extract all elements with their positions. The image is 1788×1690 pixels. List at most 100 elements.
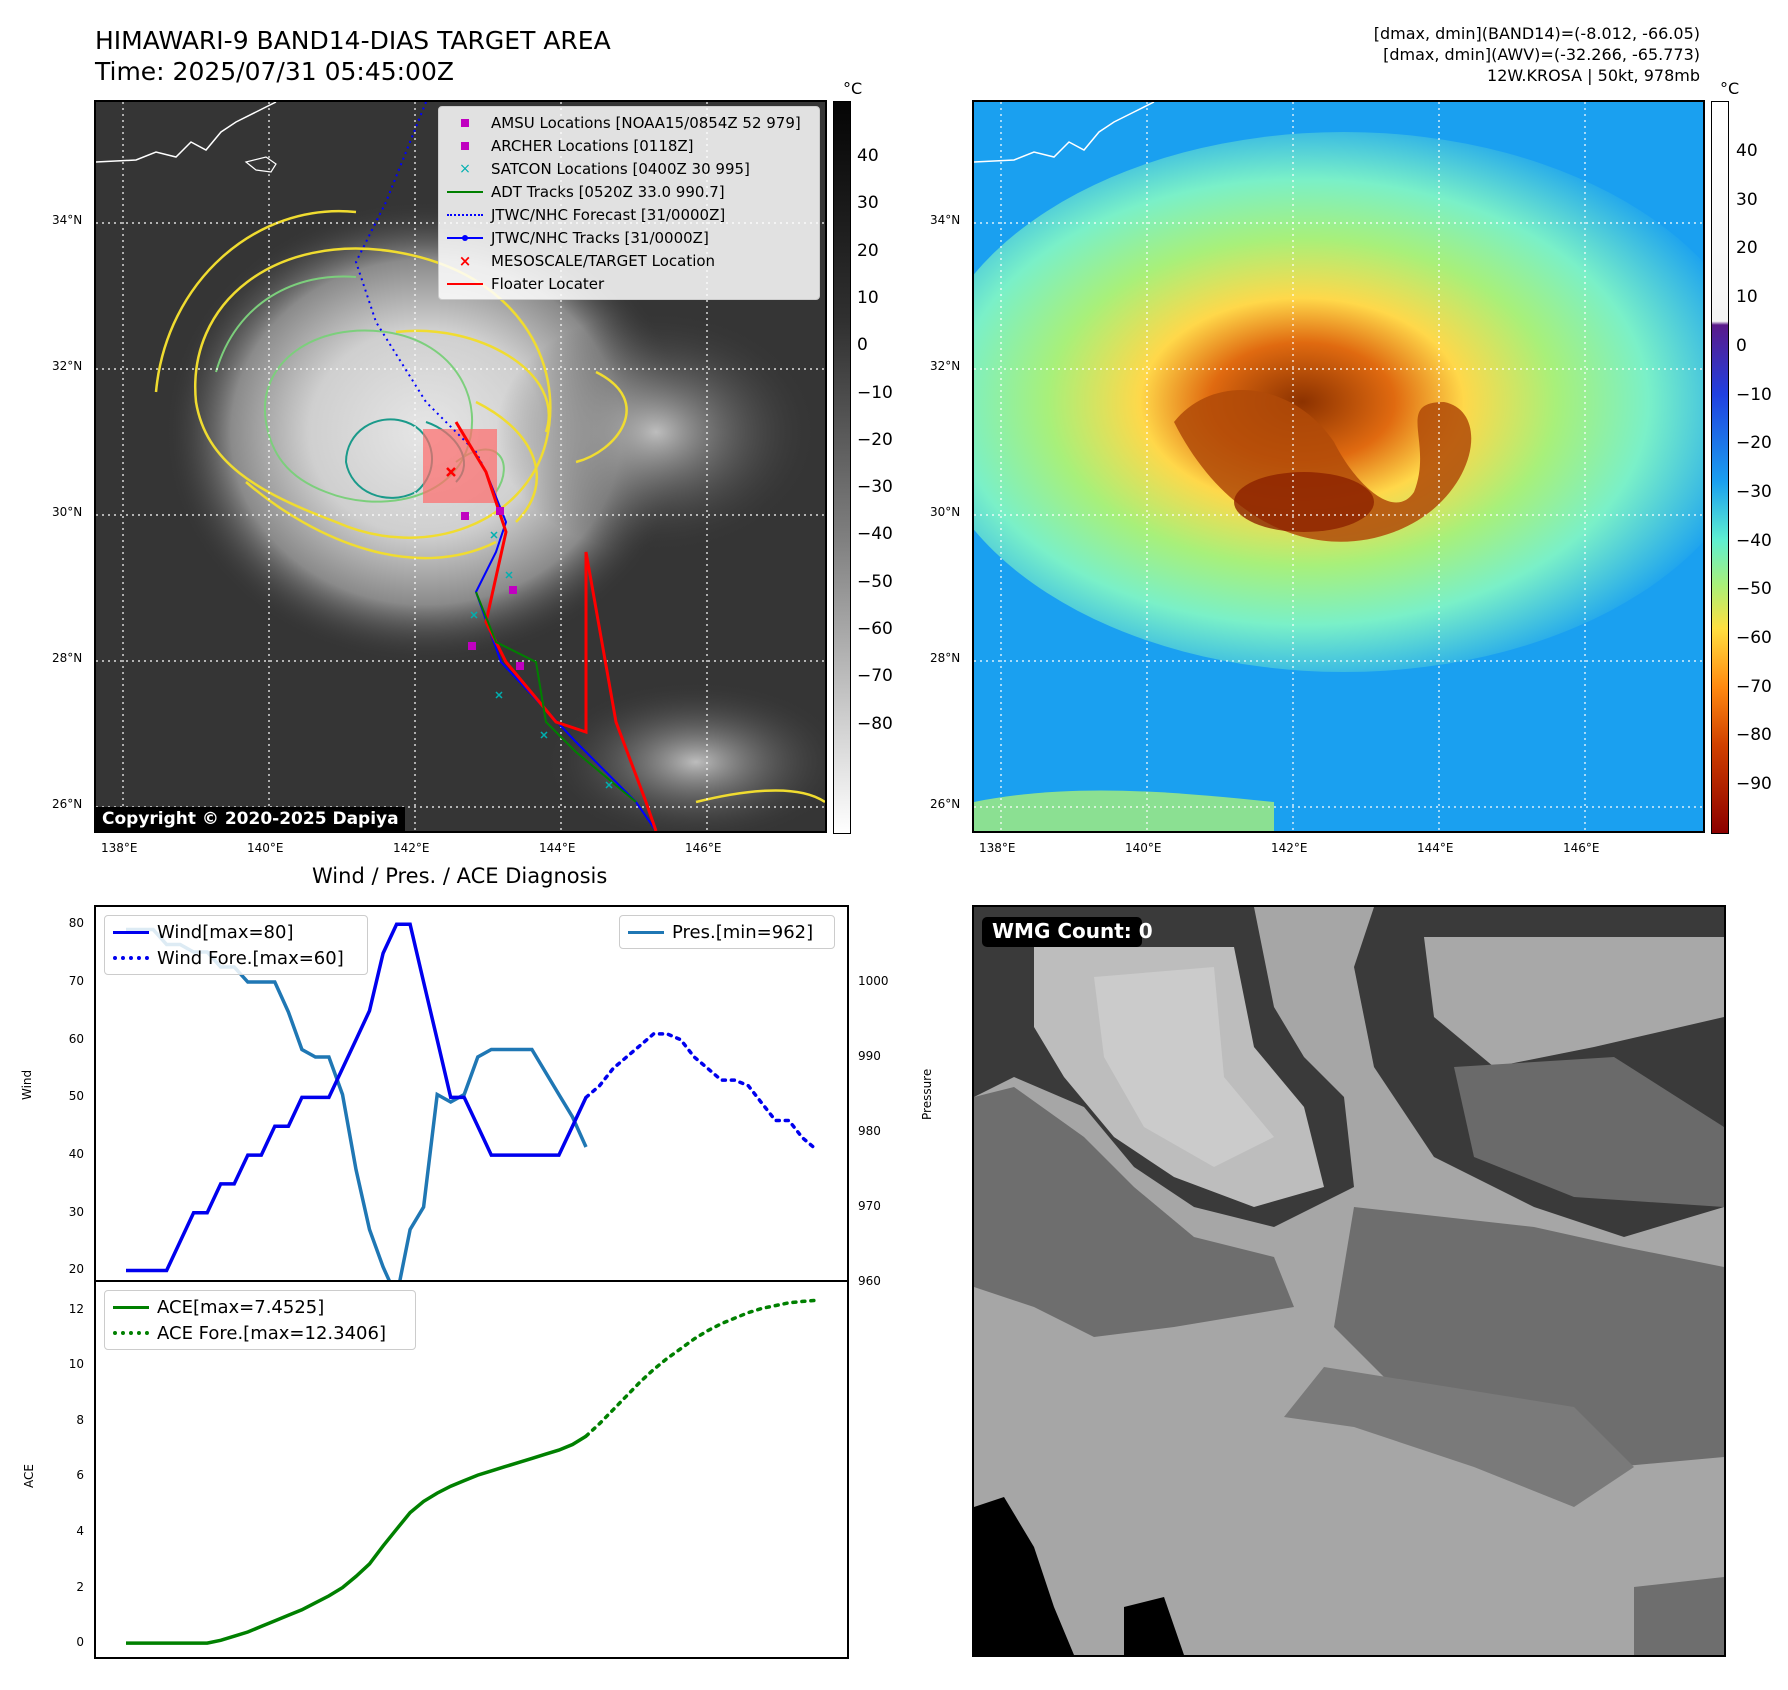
axis-tick-label: 30 <box>68 1204 84 1219</box>
lon-tick: 140°E <box>1125 841 1162 855</box>
ace-plot <box>126 1298 818 1645</box>
cbar-tick-label: 20 <box>857 240 879 261</box>
solid-line-icon <box>628 925 664 939</box>
cbar-tick-label: −50 <box>857 571 893 592</box>
axis-tick-label: 990 <box>858 1049 881 1063</box>
axis-tick-label: 70 <box>68 974 84 988</box>
cbar-tick-label: −90 <box>1736 774 1772 795</box>
lat-tick: 26°N <box>930 797 961 811</box>
legend-jtwc-forecast: JTWC/NHC Forecast [31/0000Z] <box>439 203 819 226</box>
lon-tick: 138°E <box>101 841 138 855</box>
time-label: Time: 2025/07/31 05:45:00Z <box>95 57 454 86</box>
lat-tick: 32°N <box>930 359 961 373</box>
cbar-tick-label: 10 <box>1736 287 1758 308</box>
cbar-tick-label: −70 <box>857 666 893 687</box>
map-legend: AMSU Locations [NOAA15/0854Z 52 979] ARC… <box>438 106 820 300</box>
line-marker-icon <box>447 277 483 291</box>
legend-wind: Wind[max=80] <box>105 919 367 945</box>
legend-archer: ARCHER Locations [0118Z] <box>439 134 819 157</box>
lat-tick: 30°N <box>52 505 83 519</box>
wind-ylabel: Wind <box>20 1069 34 1100</box>
pres-ylabel: Pressure <box>920 1068 934 1120</box>
lat-tick: 34°N <box>52 213 83 227</box>
dotted-line-icon <box>447 208 483 222</box>
cbar-tick-label: −50 <box>1736 579 1772 600</box>
wind-pres-panel: Wind[max=80] Wind Fore.[max=60] Pres.[mi… <box>94 905 849 1282</box>
cbar-tick-label: −80 <box>857 713 893 734</box>
axis-tick-label: 8 <box>76 1412 84 1427</box>
dotted-line-icon <box>113 951 149 965</box>
dot-line-icon <box>447 231 483 245</box>
legend-ace-fore: ACE Fore.[max=12.3406] <box>105 1320 415 1346</box>
wind-series-line <box>126 922 588 1273</box>
axis-tick-label: 960 <box>858 1274 881 1288</box>
cbar-tick-label: −10 <box>1736 384 1772 405</box>
axis-tick-label: 10 <box>68 1357 84 1372</box>
cbar-tick-label: 40 <box>857 146 879 166</box>
cbar-tick-label: −20 <box>857 429 893 450</box>
cbar-tick-label: 0 <box>857 335 868 356</box>
storm-info-label: 12W.KROSA | 50kt, 978mb <box>1487 66 1700 85</box>
axis-tick-label: 6 <box>76 1468 84 1483</box>
awv-map-image <box>974 102 1703 831</box>
ir-map-panel: AMSU Locations [NOAA15/0854Z 52 979] ARC… <box>94 100 827 833</box>
axis-tick-label: 60 <box>68 1031 84 1046</box>
gray-colorbar <box>833 101 851 834</box>
legend-jtwc-tracks: JTWC/NHC Tracks [31/0000Z] <box>439 226 819 249</box>
lon-tick: 140°E <box>247 841 284 855</box>
copyright-label: Copyright © 2020-2025 Dapiya <box>96 807 405 831</box>
axis-tick-label: 12 <box>68 1301 84 1316</box>
solid-line-icon <box>113 1300 149 1314</box>
axis-tick-label: 980 <box>858 1124 881 1138</box>
diagnosis-title: Wind / Pres. / ACE Diagnosis <box>312 864 608 888</box>
legend-amsu: AMSU Locations [NOAA15/0854Z 52 979] <box>439 111 819 134</box>
lon-tick: 146°E <box>685 841 722 855</box>
axis-tick-label: 0 <box>76 1635 84 1650</box>
gray-cbar-unit: °C <box>843 79 863 98</box>
cbar-tick-label: −70 <box>1736 676 1772 697</box>
axis-tick-label: 80 <box>68 916 84 931</box>
ace-ylabel: ACE <box>22 1464 36 1488</box>
ace-series-line <box>126 1434 587 1645</box>
wind-legend: Wind[max=80] Wind Fore.[max=60] <box>104 915 368 975</box>
lat-tick: 28°N <box>52 651 83 665</box>
axis-tick-label: 50 <box>68 1089 84 1104</box>
lon-tick: 144°E <box>539 841 576 855</box>
lon-tick: 144°E <box>1417 841 1454 855</box>
dotted-line-icon <box>113 1326 149 1340</box>
axis-tick-label: 1000 <box>858 974 889 988</box>
color-colorbar <box>1711 101 1729 834</box>
legend-mesoscale: × MESOSCALE/TARGET Location <box>439 249 819 272</box>
legend-satcon: × SATCON Locations [0400Z 30 995] <box>439 157 819 180</box>
cbar-tick-label: −10 <box>857 382 893 403</box>
cbar-tick-label: −30 <box>1736 481 1772 502</box>
cbar-tick-label: −80 <box>1736 725 1772 746</box>
axis-tick-label: 970 <box>858 1199 881 1213</box>
cbar-tick-label: −30 <box>857 477 893 498</box>
dmax-awv-label: [dmax, dmin](AWV)=(-32.266, -65.773) <box>1383 45 1700 64</box>
axis-tick-label: 40 <box>68 1147 84 1162</box>
cbar-tick-label: 40 <box>1736 141 1758 161</box>
legend-wind-fore: Wind Fore.[max=60] <box>105 945 367 971</box>
axis-tick-label: 4 <box>76 1524 84 1538</box>
lat-tick: 28°N <box>930 651 961 665</box>
lat-tick: 34°N <box>930 213 961 227</box>
lat-tick: 26°N <box>52 797 83 811</box>
legend-adt: ADT Tracks [0520Z 33.0 990.7] <box>439 180 819 203</box>
lon-tick: 142°E <box>1271 841 1308 855</box>
legend-floater: Floater Locater <box>439 272 819 295</box>
square-marker-icon <box>447 139 483 153</box>
cbar-tick-label: −60 <box>1736 628 1772 648</box>
cbar-tick-label: −40 <box>857 524 893 545</box>
cbar-tick-label: 0 <box>1736 335 1747 356</box>
cbar-tick-label: 20 <box>1736 238 1758 259</box>
ace-legend: ACE[max=7.4525] ACE Fore.[max=12.3406] <box>104 1290 416 1350</box>
cbar-tick-label: −60 <box>857 619 893 639</box>
lat-tick: 30°N <box>930 505 961 519</box>
cbar-tick-label: 30 <box>857 193 879 214</box>
wmg-panel: WMG Count: 0 <box>972 905 1726 1657</box>
wind-forecast-series-line <box>584 1032 818 1152</box>
page-title: HIMAWARI-9 BAND14-DIAS TARGET AREA <box>95 26 611 55</box>
ace-panel: ACE[max=7.4525] ACE Fore.[max=12.3406] <box>94 1280 849 1659</box>
cbar-tick-label: 30 <box>1736 189 1758 210</box>
